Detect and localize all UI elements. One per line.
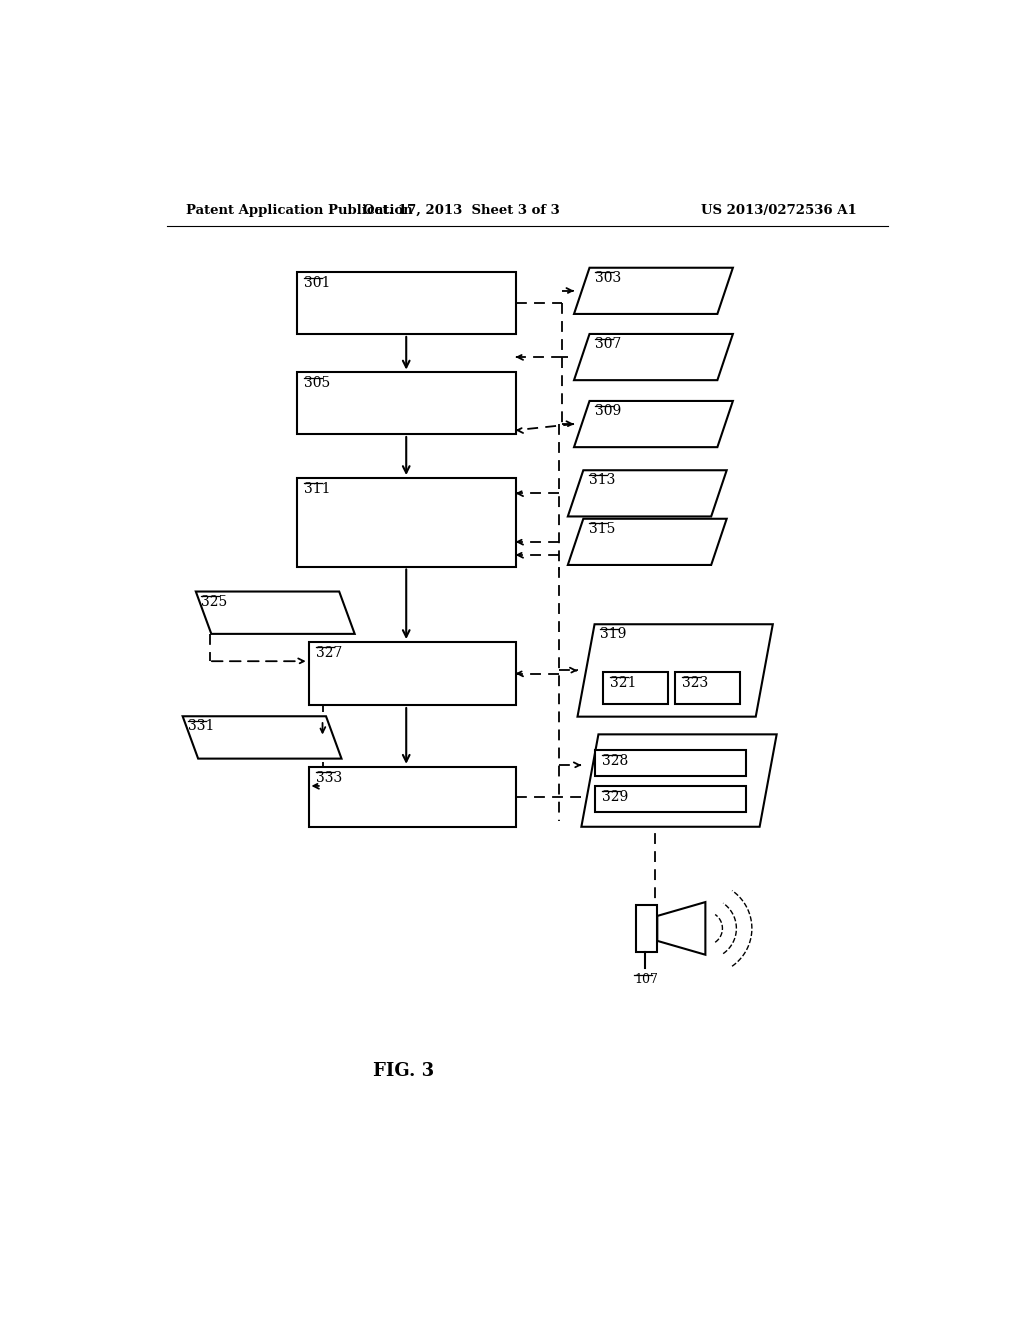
Text: 328: 328 bbox=[602, 754, 629, 768]
Text: 313: 313 bbox=[589, 474, 615, 487]
Bar bbox=[297, 478, 515, 566]
Bar bbox=[308, 642, 515, 705]
Polygon shape bbox=[582, 734, 776, 826]
Polygon shape bbox=[196, 591, 354, 634]
Bar bbox=[636, 906, 657, 952]
Polygon shape bbox=[568, 470, 727, 516]
Text: 327: 327 bbox=[315, 645, 342, 660]
Text: 107: 107 bbox=[634, 973, 658, 986]
Text: 331: 331 bbox=[188, 719, 214, 734]
Text: US 2013/0272536 A1: US 2013/0272536 A1 bbox=[701, 205, 857, 218]
Text: 315: 315 bbox=[589, 521, 615, 536]
Bar bbox=[297, 372, 515, 434]
Bar bbox=[595, 785, 745, 812]
Polygon shape bbox=[574, 334, 733, 380]
Bar bbox=[308, 767, 515, 826]
Bar bbox=[595, 750, 745, 776]
Text: 307: 307 bbox=[595, 337, 622, 351]
Bar bbox=[603, 672, 669, 705]
Text: 303: 303 bbox=[595, 271, 622, 285]
Text: 311: 311 bbox=[304, 482, 331, 496]
Polygon shape bbox=[182, 717, 342, 759]
Text: Patent Application Publication: Patent Application Publication bbox=[186, 205, 413, 218]
Polygon shape bbox=[568, 519, 727, 565]
Text: 301: 301 bbox=[304, 276, 331, 290]
Polygon shape bbox=[578, 624, 773, 717]
Polygon shape bbox=[657, 902, 706, 954]
Text: 323: 323 bbox=[682, 676, 709, 690]
Text: 325: 325 bbox=[202, 594, 227, 609]
Text: 321: 321 bbox=[610, 676, 637, 690]
Text: FIG. 3: FIG. 3 bbox=[373, 1061, 434, 1080]
Polygon shape bbox=[574, 401, 733, 447]
Polygon shape bbox=[574, 268, 733, 314]
Text: 305: 305 bbox=[304, 376, 330, 391]
Text: Oct. 17, 2013  Sheet 3 of 3: Oct. 17, 2013 Sheet 3 of 3 bbox=[362, 205, 560, 218]
Text: 329: 329 bbox=[602, 789, 629, 804]
Text: 333: 333 bbox=[315, 771, 342, 784]
Text: 309: 309 bbox=[595, 404, 622, 418]
Bar bbox=[675, 672, 740, 705]
Bar bbox=[297, 272, 515, 334]
Text: 319: 319 bbox=[600, 627, 627, 642]
